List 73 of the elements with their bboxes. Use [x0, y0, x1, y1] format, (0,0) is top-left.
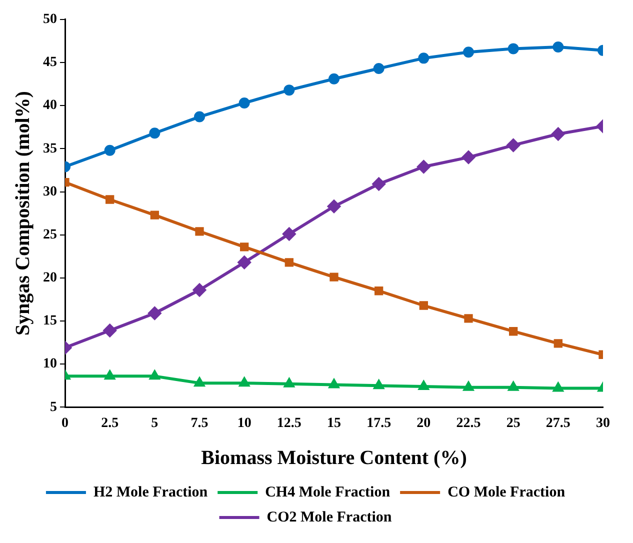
point [148, 306, 162, 320]
point [149, 128, 160, 139]
y-tick-label: 25 [43, 227, 57, 242]
point [239, 378, 250, 387]
y-axis-title: Syngas Composition (mol%) [12, 91, 34, 336]
point [508, 43, 519, 54]
x-tick-label: 10 [237, 416, 252, 432]
x-tick-label: 27.5 [546, 416, 570, 432]
point [462, 150, 475, 164]
y-tick-label: 20 [43, 270, 57, 286]
y-tick-label: 5 [50, 400, 57, 415]
point [193, 284, 206, 296]
x-tick-label: 0 [62, 416, 68, 432]
point [284, 378, 294, 388]
point [195, 227, 204, 236]
x-tick-label: 2.5 [101, 416, 119, 432]
y-tick-label: 50 [43, 12, 57, 28]
x-tick-label: 22.5 [456, 416, 481, 432]
x-tick-label: 7.5 [190, 416, 208, 432]
point [106, 195, 114, 204]
point [418, 381, 429, 390]
point [463, 46, 474, 58]
point [508, 382, 518, 391]
point [464, 314, 473, 323]
point [329, 379, 339, 388]
point [374, 286, 384, 296]
point [373, 63, 384, 74]
point [553, 382, 564, 392]
y-tick-label: 45 [43, 55, 57, 70]
point [103, 324, 116, 337]
legend-label: CO Mole Fraction [448, 484, 566, 500]
point [150, 210, 159, 220]
x-tick-label: 25 [506, 416, 520, 432]
legend-label: CO2 Mole Fraction [266, 509, 392, 526]
y-tick-label: 15 [43, 314, 57, 329]
x-tick-label: 15 [327, 416, 341, 432]
point [509, 327, 518, 336]
x-tick-label: 20 [416, 416, 431, 432]
x-tick-label: 5 [151, 416, 158, 432]
point [150, 370, 160, 380]
x-tick-label: 30 [596, 416, 610, 432]
point [194, 378, 204, 387]
point [417, 160, 430, 174]
point [284, 84, 295, 96]
point [374, 380, 384, 390]
point [240, 242, 249, 252]
point [328, 200, 340, 213]
point [554, 339, 562, 348]
point [552, 128, 565, 141]
y-tick-label: 40 [43, 98, 57, 114]
y-tick-label: 30 [43, 184, 57, 200]
point [418, 52, 430, 64]
legend-label: H2 Mole Fraction [93, 484, 208, 500]
point [104, 370, 115, 380]
point [552, 41, 564, 52]
point [194, 111, 205, 122]
point [419, 301, 428, 310]
point [372, 178, 386, 190]
point [506, 138, 520, 152]
point [284, 258, 294, 267]
y-tick-label: 35 [43, 141, 57, 156]
point [238, 256, 251, 269]
x-tick-label: 12.5 [276, 416, 302, 432]
point [282, 227, 296, 240]
point [104, 144, 116, 156]
point [330, 272, 338, 282]
legend-label: CH4 Mole Fraction [265, 484, 391, 500]
point [238, 97, 250, 108]
x-axis-title: Biomass Moisture Content (%) [201, 447, 467, 470]
x-tick-label: 17.5 [366, 416, 392, 432]
y-tick-label: 10 [43, 356, 57, 372]
point [464, 382, 474, 391]
point [328, 73, 340, 84]
